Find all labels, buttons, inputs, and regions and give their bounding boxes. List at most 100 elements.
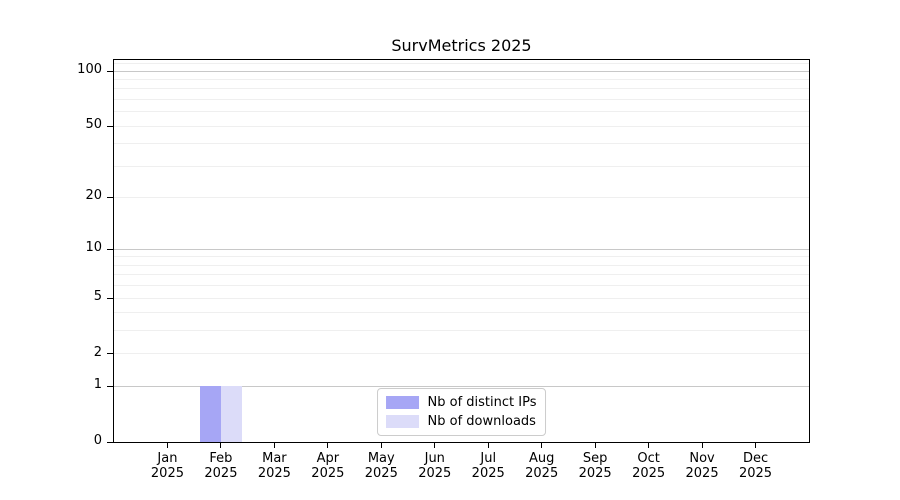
minor-gridline <box>114 88 809 90</box>
x-tick-month: Apr <box>316 451 340 466</box>
legend-swatch <box>385 396 419 409</box>
minor-gridline <box>114 353 809 355</box>
y-tick-mark <box>107 70 113 72</box>
x-tick-mark <box>541 443 543 448</box>
x-tick-mark <box>594 443 596 448</box>
minor-gridline <box>114 256 809 258</box>
y-tick-mark <box>107 353 113 355</box>
minor-gridline <box>114 111 809 113</box>
x-tick-mark <box>755 443 757 448</box>
x-tick-year: 2025 <box>257 466 291 481</box>
minor-gridline <box>114 165 809 167</box>
x-tick-label: Oct 2025 <box>617 451 681 481</box>
minor-gridline <box>114 98 809 100</box>
y-tick-label: 10 <box>85 240 102 256</box>
minor-gridline <box>114 264 809 266</box>
x-tick-month: Feb <box>209 451 233 466</box>
x-tick-year: 2025 <box>738 466 773 481</box>
legend-entry: Nb of distinct IPs <box>385 395 537 410</box>
legend-swatch <box>385 415 419 428</box>
major-gridline <box>114 70 809 72</box>
x-tick-month: Nov <box>689 451 715 466</box>
x-tick-year: 2025 <box>632 466 666 481</box>
minor-gridline <box>114 125 809 127</box>
y-axis: 0 1 2 5 10 20 50 100 <box>0 59 113 448</box>
x-tick-month: Oct <box>637 451 660 466</box>
x-tick-label: Jan 2025 <box>135 451 199 481</box>
minor-gridline <box>114 285 809 287</box>
x-tick-label: Apr 2025 <box>296 451 360 481</box>
x-tick-year: 2025 <box>364 466 398 481</box>
y-tick-label: 100 <box>77 62 102 78</box>
x-tick-year: 2025 <box>311 466 345 481</box>
minor-gridline <box>114 63 809 65</box>
x-axis: Jan 2025 Feb 2025 Mar 2025 Apr 2025 May 2025 Jun 20… <box>113 443 810 493</box>
x-tick-year: 2025 <box>204 466 238 481</box>
x-tick-mark <box>701 443 703 448</box>
major-gridline <box>114 385 809 387</box>
x-tick-mark <box>273 443 275 448</box>
y-tick-label: 5 <box>93 289 102 304</box>
gridlines-layer <box>114 60 809 442</box>
x-tick-label: Nov 2025 <box>670 451 734 481</box>
x-tick-month: Mar <box>262 451 287 466</box>
bar <box>220 386 243 442</box>
x-tick-mark <box>648 443 650 448</box>
x-tick-year: 2025 <box>578 466 612 481</box>
minor-gridline <box>114 297 809 299</box>
legend-label: Nb of distinct IPs <box>427 395 537 410</box>
y-tick-mark <box>107 125 113 127</box>
minor-gridline <box>114 274 809 276</box>
chart-title: SurvMetrics 2025 <box>391 36 532 55</box>
y-tick-mark <box>107 385 113 387</box>
x-tick-label: May 2025 <box>349 451 413 481</box>
x-tick-label: Aug 2025 <box>510 451 574 481</box>
x-tick-month: Jul <box>480 451 497 466</box>
x-tick-month: Sep <box>582 451 608 466</box>
x-tick-month: Jun <box>424 451 445 466</box>
x-tick-label: Jun 2025 <box>403 451 467 481</box>
legend-entry: Nb of downloads <box>385 414 537 429</box>
y-tick-label: 0 <box>93 433 102 448</box>
x-tick-year: 2025 <box>418 466 452 481</box>
x-tick-year: 2025 <box>150 466 184 481</box>
y-tick-mark <box>107 248 113 250</box>
minor-gridline <box>114 196 809 198</box>
minor-gridline <box>114 79 809 81</box>
x-tick-month: Aug <box>528 451 555 466</box>
y-tick-label: 20 <box>85 188 102 204</box>
x-tick-year: 2025 <box>471 466 505 481</box>
x-tick-mark <box>487 443 489 448</box>
x-tick-month: Dec <box>742 451 769 466</box>
plot-area: Nb of distinct IPs Nb of downloads <box>113 59 810 443</box>
y-tick-mark <box>107 196 113 198</box>
x-tick-mark <box>220 443 222 448</box>
minor-gridline <box>114 143 809 145</box>
y-tick-label: 1 <box>93 377 102 393</box>
bars-layer <box>114 60 809 442</box>
x-tick-month: Jan <box>157 451 178 466</box>
y-tick-mark <box>107 297 113 299</box>
y-tick-mark <box>107 441 113 443</box>
x-tick-year: 2025 <box>525 466 559 481</box>
x-tick-label: Feb 2025 <box>189 451 253 481</box>
bar <box>199 386 221 442</box>
x-tick-mark <box>380 443 382 448</box>
minor-gridline <box>114 330 809 332</box>
x-tick-label: Sep 2025 <box>563 451 627 481</box>
x-tick-mark <box>434 443 436 448</box>
major-gridline <box>114 248 809 250</box>
legend: Nb of distinct IPs Nb of downloads <box>376 388 547 436</box>
y-tick-label: 50 <box>85 117 102 133</box>
legend-label: Nb of downloads <box>427 414 536 429</box>
x-tick-mark <box>166 443 168 448</box>
x-tick-label: Dec 2025 <box>724 451 788 481</box>
x-tick-year: 2025 <box>685 466 719 481</box>
x-tick-month: May <box>367 451 395 466</box>
x-tick-label: Jul 2025 <box>456 451 520 481</box>
x-tick-label: Mar 2025 <box>242 451 306 481</box>
x-tick-mark <box>327 443 329 448</box>
y-tick-label: 2 <box>93 344 102 360</box>
minor-gridline <box>114 312 809 314</box>
